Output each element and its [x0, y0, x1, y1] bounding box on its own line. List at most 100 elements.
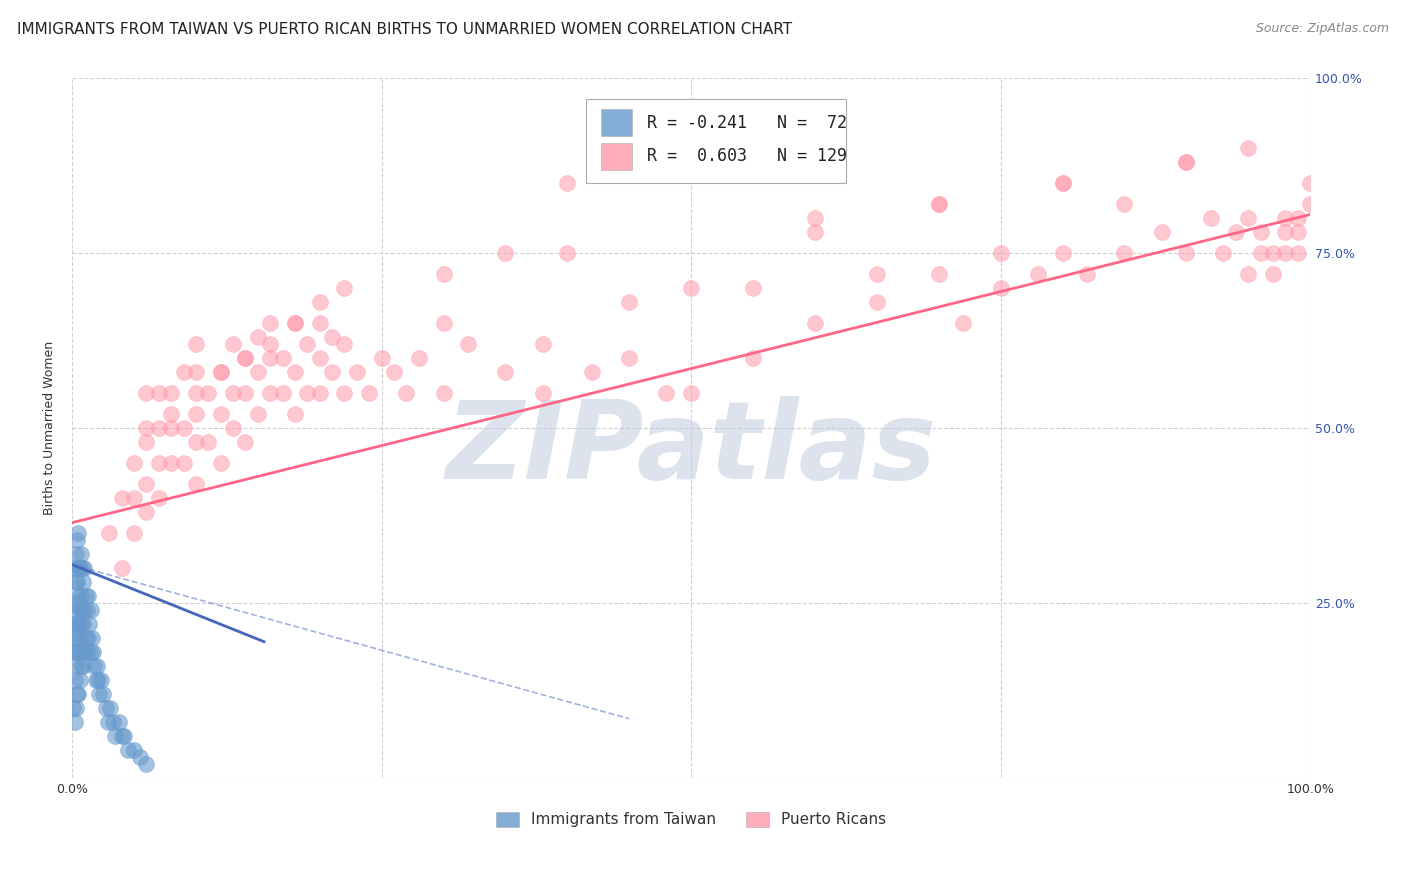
Point [1299, 176, 1322, 190]
Point [148, 421, 170, 435]
Point [1175, 155, 1198, 169]
Point [1175, 246, 1198, 260]
Point [97, 715, 120, 730]
Point [148, 491, 170, 505]
Point [135, 386, 157, 401]
Point [271, 351, 294, 365]
Point [382, 365, 405, 379]
Point [619, 295, 641, 310]
Point [67, 589, 90, 603]
Point [235, 351, 257, 365]
Text: Source: ZipAtlas.com: Source: ZipAtlas.com [1256, 22, 1389, 36]
Point [66, 645, 89, 659]
Point [395, 386, 418, 401]
Point [866, 267, 889, 281]
Point [284, 365, 307, 379]
Point [101, 715, 124, 730]
Point [75, 589, 97, 603]
Point [1076, 267, 1098, 281]
Point [1114, 197, 1136, 211]
Point [333, 337, 356, 351]
Point [135, 505, 157, 519]
Point [63, 715, 86, 730]
Point [63, 561, 86, 575]
Point [69, 659, 91, 673]
Point [321, 365, 343, 379]
Point [1114, 246, 1136, 260]
Point [346, 365, 368, 379]
Point [184, 365, 207, 379]
Point [1286, 246, 1309, 260]
Point [259, 316, 281, 330]
Point [70, 603, 93, 617]
Point [110, 729, 132, 743]
Point [1175, 155, 1198, 169]
Point [82, 645, 104, 659]
Point [72, 617, 94, 632]
Point [100, 701, 122, 715]
Point [184, 407, 207, 421]
Point [79, 645, 101, 659]
Point [89, 687, 111, 701]
Point [284, 407, 307, 421]
Point [246, 407, 269, 421]
Point [1237, 267, 1260, 281]
Point [235, 386, 257, 401]
Point [62, 645, 84, 659]
Point [122, 743, 145, 757]
Point [1237, 141, 1260, 155]
Point [284, 316, 307, 330]
Point [63, 673, 86, 688]
Point [197, 386, 219, 401]
Y-axis label: Births to Unmarried Women: Births to Unmarried Women [44, 341, 56, 516]
Point [69, 631, 91, 645]
Point [110, 491, 132, 505]
Point [67, 617, 90, 632]
Point [531, 386, 554, 401]
Point [804, 225, 827, 239]
Point [135, 435, 157, 450]
Point [173, 421, 195, 435]
Point [308, 386, 330, 401]
Point [148, 456, 170, 470]
Point [129, 750, 152, 764]
Point [222, 421, 245, 435]
Point [65, 547, 87, 561]
Bar [600, 110, 631, 136]
Point [246, 330, 269, 344]
Point [94, 701, 117, 715]
FancyBboxPatch shape [586, 99, 846, 183]
Point [69, 603, 91, 617]
Point [63, 631, 86, 645]
Point [66, 533, 89, 548]
Point [108, 715, 131, 730]
Text: R =  0.603   N = 129: R = 0.603 N = 129 [647, 147, 846, 165]
Point [1261, 246, 1284, 260]
Point [98, 526, 121, 541]
Point [1299, 197, 1322, 211]
Point [284, 316, 307, 330]
Point [66, 617, 89, 632]
Point [80, 631, 103, 645]
Point [122, 491, 145, 505]
Point [90, 673, 112, 688]
Point [73, 603, 96, 617]
Point [84, 673, 107, 688]
Point [184, 337, 207, 351]
Point [359, 386, 381, 401]
Point [173, 456, 195, 470]
Point [69, 561, 91, 575]
Point [259, 386, 281, 401]
Point [1286, 211, 1309, 225]
Point [297, 386, 319, 401]
Point [804, 211, 827, 225]
Point [135, 421, 157, 435]
Point [1052, 176, 1074, 190]
Point [209, 365, 232, 379]
Point [222, 337, 245, 351]
Point [990, 246, 1012, 260]
Point [135, 757, 157, 772]
Point [209, 407, 232, 421]
Point [65, 596, 87, 610]
Point [1274, 211, 1296, 225]
